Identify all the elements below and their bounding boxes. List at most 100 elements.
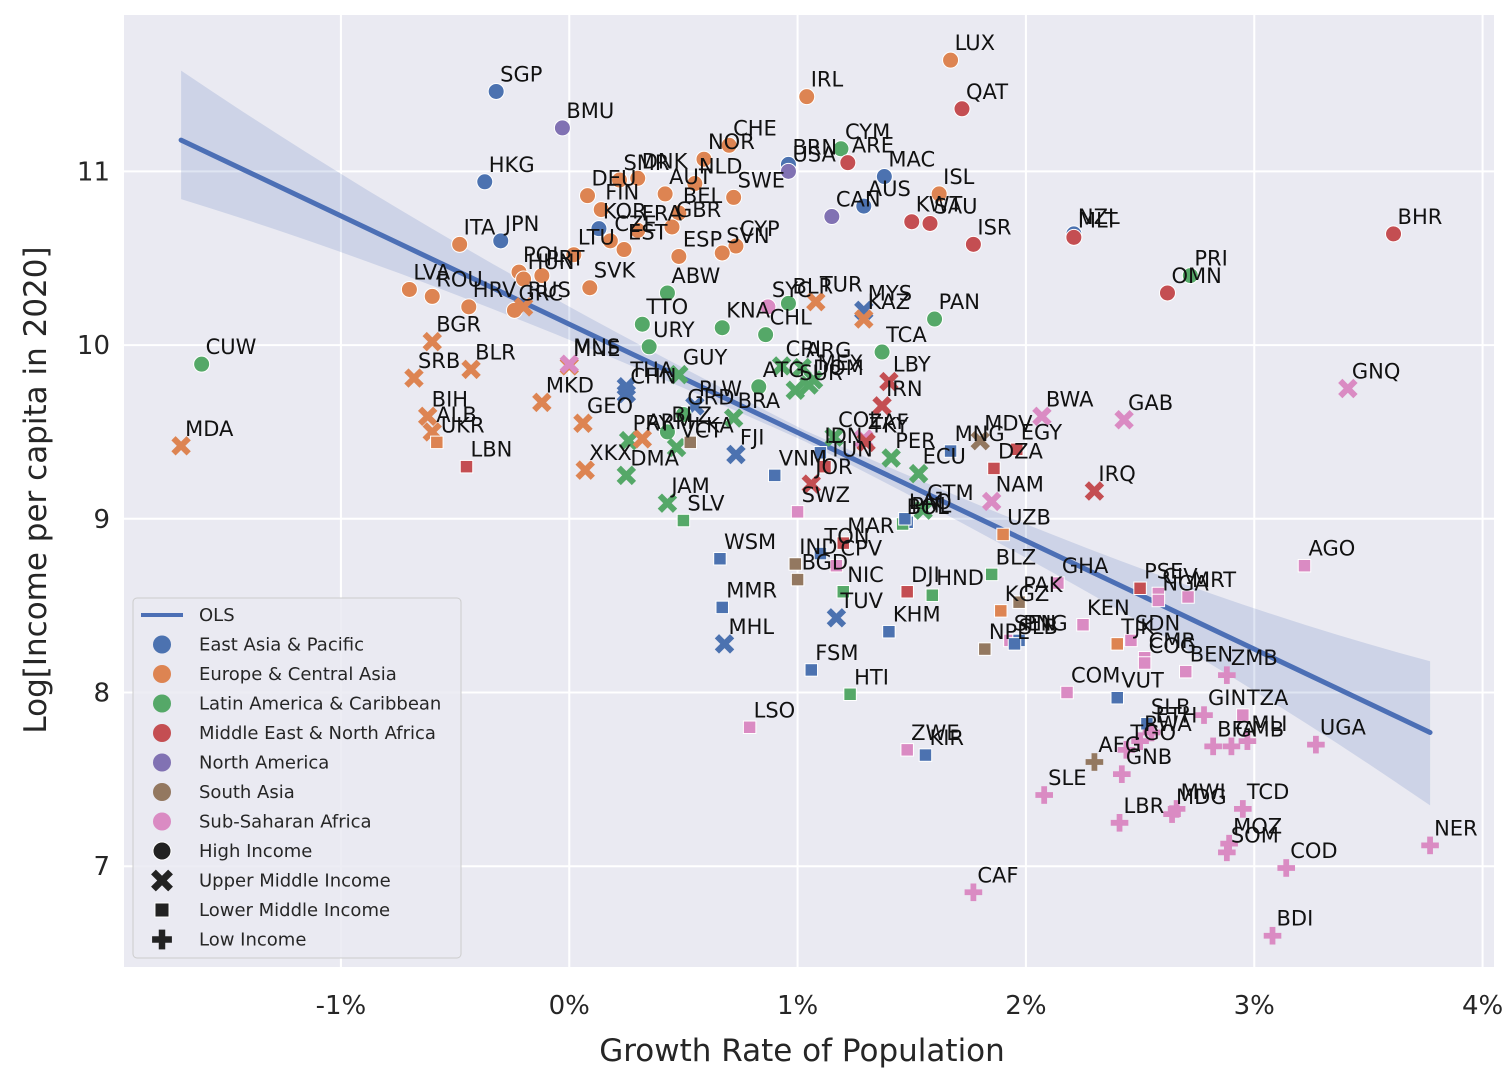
point-label: GNB xyxy=(1126,745,1172,769)
point-label: PRT xyxy=(546,247,585,271)
data-point xyxy=(1218,843,1236,862)
legend: OLS East Asia & Pacific Europe & Central A… xyxy=(132,597,462,959)
point-label: ZWE xyxy=(911,721,959,745)
point-label: EGY xyxy=(1021,420,1062,444)
point-label: IRL xyxy=(811,68,844,92)
point-label: PHL xyxy=(911,493,951,517)
data-point xyxy=(768,468,782,483)
legend-income-swatch xyxy=(152,929,172,950)
data-point xyxy=(1277,859,1296,877)
point-label: THA xyxy=(629,358,674,382)
x-marker-stroke xyxy=(632,429,653,449)
point-label: JOR xyxy=(813,455,852,479)
x-marker-stroke xyxy=(824,427,844,447)
point-label: BWA xyxy=(1046,387,1094,411)
data-point xyxy=(994,604,1008,618)
point-label: GHA xyxy=(1062,554,1109,578)
x-marker-stroke xyxy=(669,364,689,385)
point-label: MMR xyxy=(726,578,777,602)
point-label: MKD xyxy=(546,373,594,397)
x-marker-stroke xyxy=(785,380,806,400)
data-point xyxy=(1110,814,1129,832)
data-point xyxy=(1158,284,1176,302)
data-point xyxy=(1085,753,1104,771)
data-point xyxy=(1385,225,1403,243)
y-tick-label: 7 xyxy=(93,852,110,882)
point-label: ARM xyxy=(646,410,693,434)
point-label: BEL xyxy=(683,184,723,208)
data-point xyxy=(1137,656,1152,670)
legend-label: Sub-Saharan Africa xyxy=(199,812,372,833)
data-point xyxy=(750,378,768,396)
point-label: PSE xyxy=(1144,559,1183,583)
point-label: TUN xyxy=(828,438,873,462)
point-label: CAF xyxy=(977,863,1018,887)
data-point xyxy=(1110,690,1124,705)
legend-label: Europe & Central Asia xyxy=(199,664,397,685)
data-point xyxy=(900,585,914,599)
x-marker-stroke xyxy=(872,396,892,416)
point-label: BMU xyxy=(566,99,614,123)
x-marker-stroke xyxy=(913,500,933,520)
data-points xyxy=(171,51,1439,945)
data-point xyxy=(801,474,822,494)
x-marker-stroke xyxy=(559,354,579,374)
data-point xyxy=(592,201,610,219)
point-label: HTI xyxy=(854,665,889,689)
point-label: OMN xyxy=(1171,264,1221,288)
data-point xyxy=(813,446,828,460)
point-label: SUR xyxy=(799,361,842,385)
data-point xyxy=(826,608,847,628)
y-axis-ticks: 7 8 9 10 11 xyxy=(77,157,110,882)
point-label: CAN xyxy=(836,188,881,212)
data-point xyxy=(674,406,692,424)
x-axis-ticks: -1% 0% 1% 2% 3% 4% xyxy=(316,991,1504,1021)
point-label: PRI xyxy=(1194,247,1227,271)
x-marker-stroke xyxy=(1032,406,1052,427)
data-point xyxy=(779,294,797,312)
data-point xyxy=(1113,765,1131,783)
point-label: SMR xyxy=(623,151,669,175)
data-point xyxy=(1181,267,1199,285)
point-label: IND xyxy=(799,535,837,559)
legend-region-swatch xyxy=(153,635,171,654)
data-point xyxy=(921,214,939,232)
point-label: GIN xyxy=(1208,686,1246,710)
data-point xyxy=(978,642,992,656)
data-point xyxy=(996,527,1010,542)
x-marker-stroke xyxy=(417,406,438,427)
point-label: ETH xyxy=(1156,703,1198,727)
data-point xyxy=(790,505,805,519)
point-label: BFA xyxy=(1217,717,1257,741)
point-label: UZB xyxy=(1007,505,1051,529)
data-point xyxy=(590,220,608,238)
point-label: ARE xyxy=(852,134,894,158)
point-label: VNM xyxy=(779,446,827,470)
point-label: PER xyxy=(895,429,936,453)
x-marker-stroke xyxy=(513,297,534,317)
legend-income-swatch xyxy=(152,841,172,861)
data-point xyxy=(925,588,940,602)
point-label: MUS xyxy=(573,335,620,359)
data-point xyxy=(804,663,819,677)
point-label: UGA xyxy=(1320,716,1367,740)
point-label: MAC xyxy=(888,148,935,172)
point-label: ITA xyxy=(464,215,496,239)
point-label: FIN xyxy=(605,181,639,205)
data-point xyxy=(1032,406,1052,427)
point-label: SLB xyxy=(1019,615,1058,639)
point-label: NPL xyxy=(989,620,1029,644)
point-label: ABW xyxy=(671,264,720,288)
x-tick-label: 2% xyxy=(1005,991,1046,1021)
x-marker-stroke xyxy=(1084,481,1105,501)
x-marker-stroke xyxy=(422,422,442,442)
data-point xyxy=(1236,708,1250,722)
data-point xyxy=(1114,410,1134,430)
x-tick-label: 4% xyxy=(1462,991,1503,1021)
legend-label: East Asia & Pacific xyxy=(199,635,364,656)
data-point xyxy=(565,246,583,264)
x-tick-label: 0% xyxy=(549,991,590,1021)
data-point xyxy=(404,368,424,388)
data-point xyxy=(713,552,727,566)
point-label: BEN xyxy=(1190,643,1233,667)
